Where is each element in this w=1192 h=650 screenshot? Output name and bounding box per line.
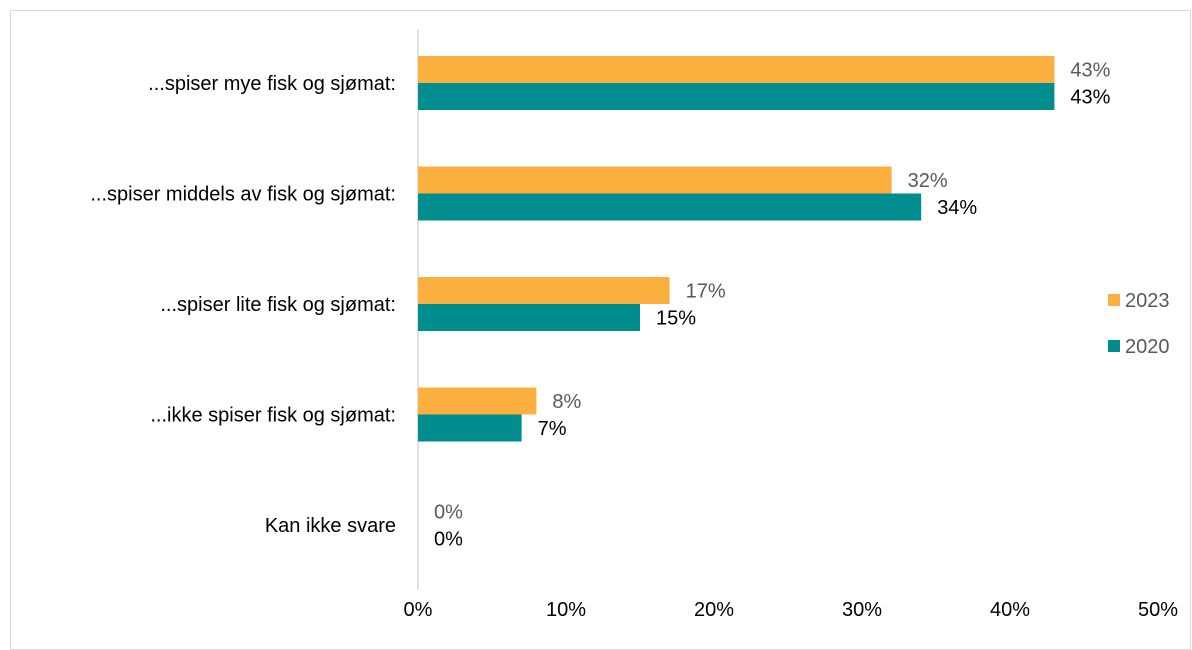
data-label-2020: 43% xyxy=(1070,87,1110,109)
data-label-2020: 15% xyxy=(656,308,696,330)
legend-label-2023: 2023 xyxy=(1125,290,1170,312)
data-label-2020: 0% xyxy=(434,529,463,551)
x-tick-label: 10% xyxy=(546,599,586,621)
category-label: ...spiser middels av fisk og sjømat: xyxy=(90,184,396,206)
category-label: ...ikke spiser fisk og sjømat: xyxy=(150,405,396,427)
x-tick-label: 0% xyxy=(404,599,433,621)
data-label-2023: 0% xyxy=(434,502,463,524)
x-tick-label: 50% xyxy=(1138,599,1178,621)
x-tick-label: 30% xyxy=(842,599,882,621)
bar-chart: 43% 43% 32% 34% 17% 15% 8% 7% 0% 0% ...spiser mye… xyxy=(90,30,1179,621)
data-label-2023: 17% xyxy=(686,281,726,303)
bar-2020-2 xyxy=(418,193,922,221)
x-tick-label: 40% xyxy=(990,599,1030,621)
x-tick-label: 20% xyxy=(694,599,734,621)
data-label-2020: 7% xyxy=(538,418,567,440)
bar-2023-1 xyxy=(418,56,1055,83)
data-label-2020: 34% xyxy=(937,197,977,219)
category-label: Kan ikke svare xyxy=(265,515,396,537)
x-tick-labels-group: 0% 10% 20% 30% 40% 50% xyxy=(404,599,1179,621)
legend-swatch-2020 xyxy=(1108,340,1120,352)
legend-swatch-2023 xyxy=(1108,294,1120,306)
category-label: ...spiser lite fisk og sjømat: xyxy=(160,294,396,316)
data-label-2023: 43% xyxy=(1070,60,1110,82)
bar-2023-4 xyxy=(418,387,537,415)
bar-2023-2 xyxy=(418,166,892,194)
data-label-2023: 32% xyxy=(908,170,948,192)
bar-2020-3 xyxy=(418,304,640,331)
value-labels-group: 43% 43% 32% 34% 17% 15% 8% 7% 0% 0% xyxy=(434,60,1111,551)
bar-2020-4 xyxy=(418,414,522,442)
bar-2020-1 xyxy=(418,83,1055,110)
legend: 2023 2020 xyxy=(1108,290,1170,358)
category-label: ...spiser mye fisk og sjømat: xyxy=(148,73,396,95)
data-label-2023: 8% xyxy=(552,391,581,413)
legend-label-2020: 2020 xyxy=(1125,336,1170,358)
category-labels-group: ...spiser mye fisk og sjømat: ...spiser m… xyxy=(90,73,396,537)
bar-2023-3 xyxy=(418,277,670,304)
bars-group xyxy=(418,56,1055,442)
